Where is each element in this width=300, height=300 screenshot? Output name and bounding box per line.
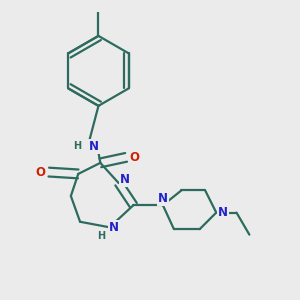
Text: N: N [218, 206, 228, 219]
Text: O: O [129, 151, 139, 164]
Text: N: N [158, 192, 168, 205]
Text: O: O [36, 166, 46, 178]
Text: H: H [74, 141, 82, 151]
Text: N: N [89, 140, 99, 153]
Text: H: H [98, 232, 106, 242]
Text: N: N [109, 221, 119, 234]
Text: N: N [120, 173, 130, 186]
